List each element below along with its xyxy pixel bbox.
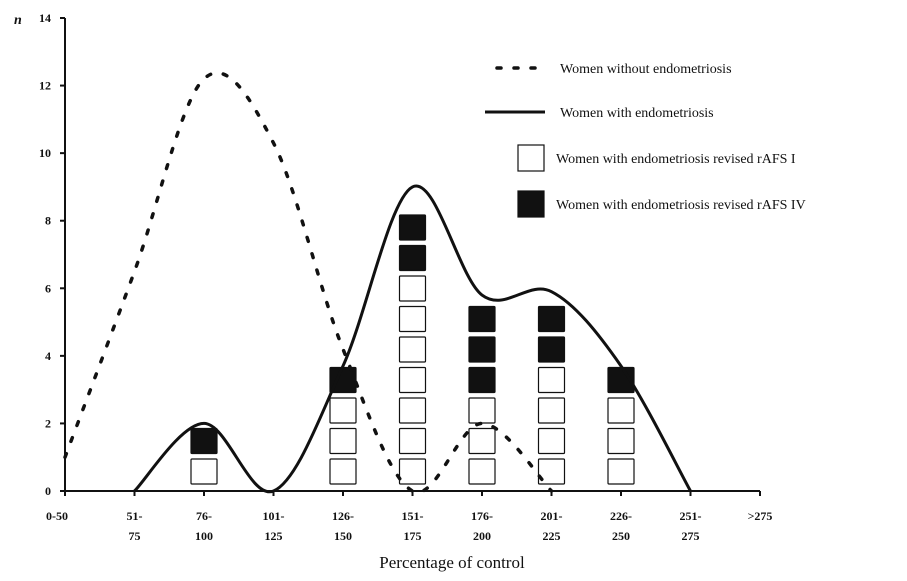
y-tick-label: 0 xyxy=(45,484,51,498)
marker-rafs-i xyxy=(398,458,427,485)
y-tick-label: 2 xyxy=(45,416,51,430)
x-tick-label: 76- xyxy=(196,509,212,523)
x-axis-label: Percentage of control xyxy=(379,553,525,572)
x-tick-label: 151- xyxy=(402,509,424,523)
legend-label: Women with endometriosis xyxy=(560,106,714,121)
x-tick-label: 126- xyxy=(332,509,354,523)
x-tick-label: 200 xyxy=(473,529,491,543)
x-tick-label: 250 xyxy=(612,529,630,543)
marker-rafs-iv xyxy=(468,305,496,333)
x-tick-label: 225 xyxy=(543,529,561,543)
marker-rafs-i xyxy=(537,458,566,485)
x-tick-label: 226- xyxy=(610,509,632,523)
marker-rafs-iv xyxy=(537,336,566,363)
y-tick-label: 12 xyxy=(39,79,51,93)
x-tick-label: 75 xyxy=(129,529,141,543)
marker-rafs-iv xyxy=(468,336,496,363)
marker-rafs-i xyxy=(190,458,218,485)
marker-rafs-i xyxy=(398,305,427,333)
x-tick-label: 100 xyxy=(195,529,213,543)
marker-rafs-i xyxy=(468,458,496,485)
x-tick-label: 125 xyxy=(265,529,283,543)
legend-symbol-filled-square xyxy=(517,190,545,218)
marker-rafs-i xyxy=(329,458,357,485)
marker-rafs-i xyxy=(607,458,635,485)
x-tick-label: 175 xyxy=(404,529,422,543)
marker-rafs-i xyxy=(398,397,427,424)
marker-rafs-i xyxy=(329,427,357,455)
marker-rafs-iv xyxy=(398,244,427,272)
x-tick-label: 176- xyxy=(471,509,493,523)
x-tick-label: 251- xyxy=(680,509,702,523)
x-tick-label: 275 xyxy=(682,529,700,543)
marker-rafs-i xyxy=(537,397,566,424)
x-tick-label: 101- xyxy=(263,509,285,523)
marker-rafs-i xyxy=(398,275,427,302)
marker-rafs-i xyxy=(398,336,427,363)
y-tick-label: 4 xyxy=(45,349,51,363)
marker-rafs-i xyxy=(607,397,635,424)
legend-label: Women without endometriosis xyxy=(560,62,732,77)
marker-rafs-i xyxy=(468,397,496,424)
y-tick-label: 14 xyxy=(39,11,51,25)
marker-rafs-i xyxy=(607,427,635,455)
x-tick-label: 150 xyxy=(334,529,352,543)
marker-rafs-i xyxy=(398,427,427,455)
marker-rafs-i xyxy=(537,366,566,394)
x-tick-label: 0-50 xyxy=(46,509,68,523)
y-axis-label: n xyxy=(14,13,22,28)
legend-symbol-open-square xyxy=(517,144,545,172)
marker-rafs-i xyxy=(329,397,357,424)
marker-rafs-iv xyxy=(190,427,218,455)
marker-rafs-iv xyxy=(537,305,566,333)
x-tick-label: >275 xyxy=(748,509,773,523)
legend-label: Women with endometriosis revised rAFS IV xyxy=(556,198,806,213)
x-tick-label: 201- xyxy=(541,509,563,523)
legend-label: Women with endometriosis revised rAFS I xyxy=(556,152,796,167)
series-line-with-endometriosis xyxy=(133,184,692,494)
marker-rafs-iv xyxy=(468,366,496,394)
y-tick-label: 10 xyxy=(39,146,51,160)
marker-rafs-i xyxy=(398,366,427,394)
x-tick-label: 51- xyxy=(127,509,143,523)
y-tick-label: 8 xyxy=(45,214,51,228)
marker-rafs-i xyxy=(537,427,566,455)
marker-rafs-iv xyxy=(398,214,427,241)
y-tick-label: 6 xyxy=(45,281,51,295)
marker-rafs-i xyxy=(468,427,496,455)
